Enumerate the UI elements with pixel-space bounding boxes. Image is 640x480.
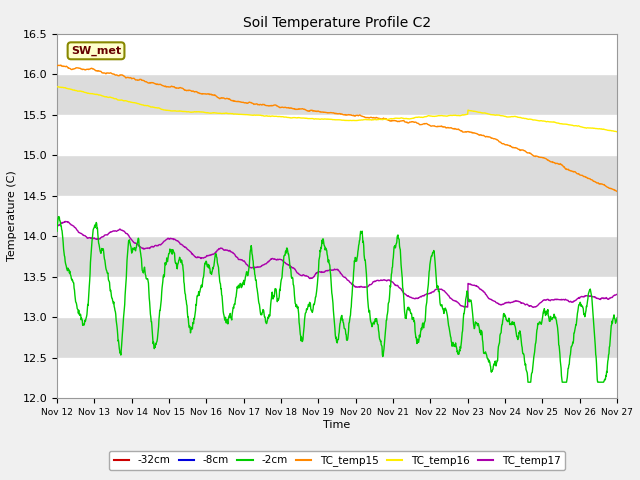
Y-axis label: Temperature (C): Temperature (C) bbox=[7, 170, 17, 262]
Text: SW_met: SW_met bbox=[71, 46, 121, 56]
Bar bbox=[57, 196, 617, 236]
Legend: -32cm, -8cm, -2cm, TC_temp15, TC_temp16, TC_temp17: -32cm, -8cm, -2cm, TC_temp15, TC_temp16,… bbox=[109, 451, 564, 470]
Title: Soil Temperature Profile C2: Soil Temperature Profile C2 bbox=[243, 16, 431, 30]
Bar bbox=[57, 358, 617, 398]
X-axis label: Time: Time bbox=[323, 420, 351, 430]
Bar bbox=[57, 277, 617, 317]
Bar bbox=[57, 115, 617, 155]
Bar bbox=[57, 34, 617, 74]
